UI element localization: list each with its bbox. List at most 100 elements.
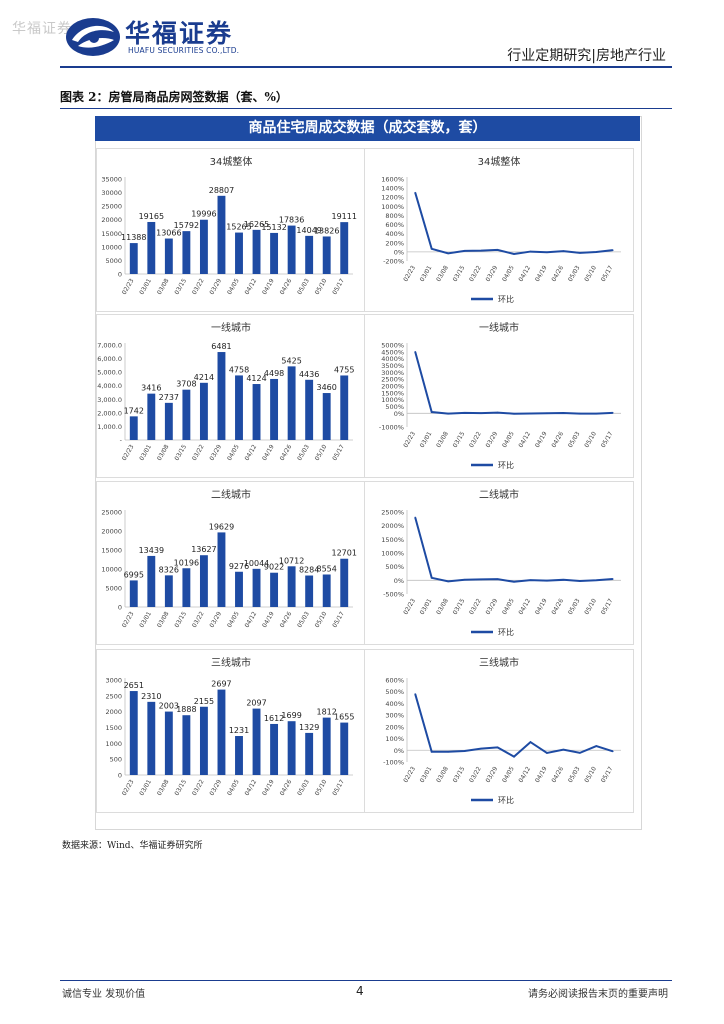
bar	[199, 382, 208, 440]
data-point	[546, 412, 548, 415]
bar	[182, 231, 191, 274]
y-tick-label: 35000	[101, 176, 122, 184]
x-tick-label: 04/12	[244, 610, 259, 629]
data-point	[480, 747, 482, 750]
y-tick-label: 2000	[105, 708, 122, 716]
x-tick-label: 04/12	[517, 765, 532, 784]
chart-cell-tier1-line: 一线城市 -1000% 0% 500% 1000% 1500% 2000% 2500% 3000…	[364, 314, 634, 478]
x-tick-label: 03/29	[208, 277, 223, 296]
x-tick-label: 05/17	[331, 277, 346, 296]
bar	[235, 736, 243, 775]
bar	[235, 375, 243, 440]
data-label: 10712	[279, 556, 304, 565]
x-tick-label: 05/17	[600, 765, 615, 784]
x-tick-label: 03/29	[485, 430, 500, 449]
y-tick-label: 400%	[385, 700, 404, 708]
bar	[252, 229, 261, 274]
x-tick-label: 04/26	[279, 610, 294, 629]
x-tick-label: 03/08	[156, 778, 171, 797]
chart-title: 一线城市	[211, 321, 251, 334]
x-tick-label: 04/05	[226, 443, 241, 462]
bar	[129, 691, 138, 775]
data-point	[463, 250, 466, 252]
data-point	[562, 250, 565, 252]
data-label: 4498	[264, 369, 284, 378]
chart-title: 一线城市	[479, 321, 519, 334]
x-tick-label: 03/15	[452, 264, 467, 283]
x-tick-label: 03/15	[173, 443, 188, 462]
bar	[217, 195, 226, 274]
data-point	[595, 745, 598, 747]
data-point	[447, 751, 449, 753]
data-label: 1699	[281, 711, 301, 720]
legend-label: 环比	[498, 627, 514, 637]
chart-title: 34城整体	[478, 155, 521, 168]
y-tick-label: 2500	[105, 692, 122, 700]
y-tick-label: 0	[118, 271, 122, 279]
data-label: 5425	[281, 356, 301, 365]
data-label: 4755	[334, 365, 354, 374]
x-tick-label: 03/01	[419, 430, 434, 449]
y-tick-label: 500	[110, 756, 122, 764]
y-tick-label: 7,000.0	[97, 342, 122, 350]
data-point	[496, 746, 499, 749]
x-tick-label: 03/22	[191, 443, 206, 462]
y-tick-label: 3,000.0	[97, 396, 122, 404]
data-point	[496, 578, 499, 580]
data-point	[611, 249, 614, 251]
x-tick-label: 04/05	[501, 264, 516, 283]
data-label: 1655	[334, 713, 354, 722]
chart-title: 三线城市	[211, 656, 251, 669]
x-tick-label: 03/22	[468, 597, 483, 616]
y-tick-label: 0%	[394, 577, 404, 585]
figure-title: 图表 2：房管局商品房网签数据（套、%）	[60, 90, 288, 104]
x-tick-label: 04/05	[501, 765, 516, 784]
x-tick-label: 03/22	[468, 430, 483, 449]
data-label: 19996	[191, 210, 216, 219]
y-tick-label: 3000	[105, 677, 122, 685]
data-label: 19165	[139, 212, 164, 221]
bar	[129, 416, 138, 440]
y-tick-label: 1000%	[381, 550, 404, 558]
data-label: 2697	[211, 680, 231, 689]
data-point	[414, 191, 417, 194]
x-tick-label: 03/08	[156, 277, 171, 296]
x-tick-label: 04/26	[550, 264, 565, 283]
y-tick-label: 600%	[385, 677, 404, 685]
x-tick-label: 05/17	[331, 610, 346, 629]
bar	[322, 574, 331, 607]
x-tick-label: 03/22	[468, 765, 483, 784]
y-tick-label: 1,000.0	[97, 423, 122, 431]
x-tick-label: 04/12	[244, 277, 259, 296]
y-tick-label: 15000	[101, 547, 122, 555]
data-point	[414, 516, 417, 519]
data-point	[480, 578, 482, 581]
y-tick-label: 5000	[105, 257, 122, 265]
data-point	[546, 579, 548, 582]
x-tick-label: 04/12	[517, 430, 532, 449]
data-label: 8554	[317, 564, 337, 573]
x-tick-label: 03/08	[435, 765, 450, 784]
x-tick-label: 03/01	[419, 264, 434, 283]
x-tick-label: 03/08	[435, 597, 450, 616]
data-point	[529, 579, 532, 581]
bar	[235, 232, 243, 274]
legend-label: 环比	[498, 294, 514, 304]
x-tick-label: 02/23	[121, 277, 136, 296]
x-tick-label: 03/29	[485, 264, 500, 283]
data-label: 9022	[264, 563, 284, 572]
chart-cell-tier3-bar: 三线城市 0 500 1000 1500 2000 2500 3000 02/23 03/01 03…	[96, 649, 366, 813]
x-tick-label: 03/15	[173, 610, 188, 629]
chart-title: 二线城市	[211, 488, 251, 501]
data-label: 16265	[244, 220, 269, 229]
bar	[164, 711, 173, 775]
x-tick-label: 05/10	[583, 264, 598, 283]
data-point	[414, 351, 417, 353]
footer-slogan: 诚信专业 发现价值	[62, 989, 146, 1000]
bar	[147, 555, 156, 607]
y-tick-label: 1500%	[381, 536, 404, 544]
data-point	[562, 579, 565, 581]
y-tick-label: 5000%	[381, 342, 404, 350]
chart-cell-tier2-bar: 二线城市 0 5000 10000 15000 20000 25000 02/23 03/01 0…	[96, 481, 366, 645]
legend-label: 环比	[498, 460, 514, 470]
